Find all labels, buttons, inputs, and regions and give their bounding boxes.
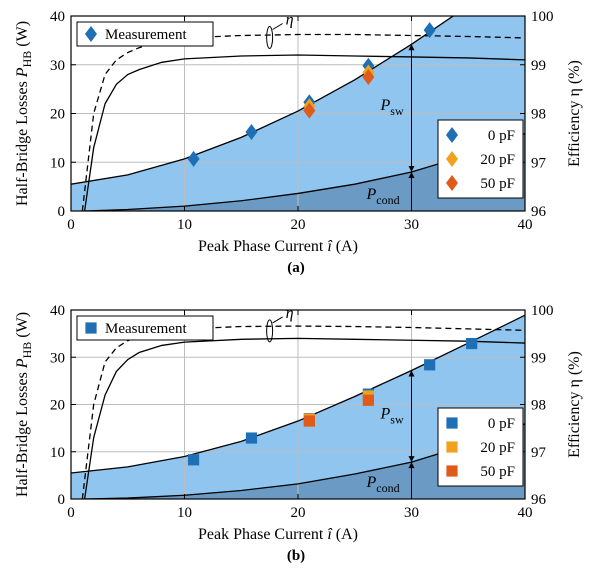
data-point-0pf	[187, 454, 200, 466]
x-tick-label: 0	[67, 217, 75, 233]
efficiency-curve-dashed	[81, 33, 525, 211]
sw-arrow-head-down	[408, 456, 415, 463]
x-tick-label: 0	[67, 505, 75, 521]
panel-label: (b)	[287, 548, 305, 564]
x-tick-label: 20	[291, 217, 306, 233]
y2-tick-label: 96	[531, 204, 547, 220]
y-axis-label: Half-Bridge Losses PHB (W)	[14, 21, 34, 206]
sw-arrow-head-up	[408, 44, 415, 51]
x-tick-label: 10	[177, 505, 192, 521]
legend-marker-50pf	[446, 175, 458, 191]
data-point-0pf	[423, 22, 436, 39]
y-tick-label: 30	[50, 350, 65, 366]
y-tick-label: 0	[58, 492, 66, 508]
legend-label: 50 pF	[480, 464, 515, 480]
data-point-50pf	[303, 102, 316, 119]
data-point-0pf	[245, 124, 258, 141]
legend-marker-0pf	[446, 417, 458, 429]
cond-arrow-head-up	[408, 172, 415, 178]
panel-label: (a)	[287, 260, 305, 276]
measurement-legend-box	[76, 315, 214, 341]
x-tick-label: 30	[404, 505, 419, 521]
y-tick-label: 20	[50, 107, 65, 123]
conduction-loss-area	[84, 133, 525, 211]
conduction-loss-area	[84, 423, 525, 499]
y2-tick-label: 99	[531, 58, 546, 74]
y-tick-label: 40	[50, 9, 65, 25]
y2-tick-label: 98	[531, 107, 546, 123]
total-loss-curve	[71, 16, 455, 185]
cond-arrow-head-up	[408, 462, 415, 469]
x-tick-label: 10	[177, 217, 192, 233]
y-tick-label: 40	[50, 303, 65, 319]
data-point-50pf	[303, 415, 315, 427]
y2-tick-label: 97	[531, 155, 547, 171]
y2-tick-label: 100	[531, 303, 554, 319]
eta-pointer	[272, 23, 283, 30]
data-point-50pf	[362, 68, 375, 85]
legend-marker-0pf	[446, 127, 458, 143]
x-tick-label: 40	[518, 505, 533, 521]
data-point-50pf	[362, 394, 374, 406]
data-point-0pf	[187, 150, 200, 167]
x-tick-label: 40	[518, 217, 533, 233]
y2-tick-label: 97	[531, 445, 547, 461]
legend-label: 20 pF	[480, 152, 515, 168]
y-tick-label: 10	[50, 155, 65, 171]
legend-label: 20 pF	[480, 440, 515, 456]
eta-ellipse	[266, 26, 274, 49]
y-axis-label: Half-Bridge Losses PHB (W)	[14, 312, 34, 497]
efficiency-curve-solid	[83, 54, 525, 211]
eta-pointer	[272, 316, 283, 324]
measurement-legend-marker	[85, 26, 97, 42]
y2-tick-label: 98	[531, 398, 546, 414]
legend-marker-50pf	[446, 465, 458, 477]
y2-tick-label: 99	[531, 350, 546, 366]
efficiency-curve-solid	[83, 337, 525, 499]
eta-ellipse	[266, 319, 274, 343]
measurement-legend-marker	[85, 322, 97, 334]
legend-marker-20pf	[446, 441, 458, 453]
eta-label: η	[286, 12, 294, 29]
y-tick-label: 30	[50, 58, 65, 74]
y2-tick-label: 96	[531, 492, 547, 508]
eta-label: η	[286, 305, 294, 322]
legend-label: 50 pF	[480, 176, 515, 192]
data-point-0pf	[424, 359, 436, 371]
data-point-0pf	[466, 337, 478, 350]
legend-label: 0 pF	[488, 416, 515, 432]
x-axis-label: Peak Phase Current î (A)	[198, 526, 358, 543]
y2-axis-label: Efficiency η (%)	[566, 351, 583, 458]
sw-arrow-head-up	[408, 370, 415, 377]
sw-arrow-head-down	[408, 166, 415, 172]
x-tick-label: 30	[404, 217, 419, 233]
y-tick-label: 10	[50, 445, 65, 461]
legend-marker-20pf	[446, 151, 458, 167]
data-point-0pf	[245, 432, 258, 444]
total-loss-curve	[71, 314, 525, 474]
y-tick-label: 0	[58, 204, 66, 220]
y2-tick-label: 100	[531, 9, 554, 25]
measurement-legend-box	[76, 21, 214, 47]
x-axis-label: Peak Phase Current î (A)	[198, 238, 358, 255]
legend-label: 0 pF	[488, 128, 515, 144]
efficiency-curve-dashed	[81, 325, 525, 499]
x-tick-label: 20	[291, 505, 306, 521]
y-tick-label: 20	[50, 398, 65, 414]
y2-axis-label: Efficiency η (%)	[566, 60, 583, 167]
measurement-legend-label: Measurement	[105, 321, 187, 337]
measurement-legend-label: Measurement	[105, 27, 187, 43]
